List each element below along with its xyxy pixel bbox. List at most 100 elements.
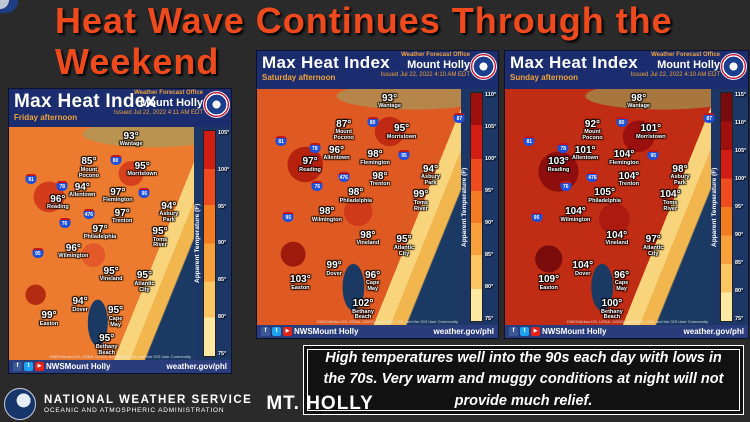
agency-subname: OCEANIC AND ATMOSPHERIC ADMINISTRATION xyxy=(44,406,225,414)
facebook-icon: f xyxy=(13,362,22,371)
city-label: 98° Wilmington xyxy=(312,206,342,223)
colorbar-tick: 105° xyxy=(218,130,230,136)
summary-text: High temperatures well into the 90s each… xyxy=(323,350,724,409)
city-label: 98° Philadelphia xyxy=(340,188,372,204)
city-temp: 95° xyxy=(134,160,150,172)
title-line2: Weekend xyxy=(55,41,220,82)
colorbar-tick: 95° xyxy=(735,204,744,210)
city-temp: 98° xyxy=(631,92,647,104)
wfo-name: Mount Holly xyxy=(140,96,203,109)
interstate-shield-icon: 80 xyxy=(110,154,122,165)
agency-name: NATIONAL WEATHER SERVICE xyxy=(44,394,253,407)
panel-subheading: Friday afternoon xyxy=(14,113,78,122)
interstate-shield-icon: 78 xyxy=(56,180,68,191)
city-name: Bethany Beach xyxy=(352,308,374,321)
city-label: 95° Morristown xyxy=(127,160,158,178)
city-label: 99° Dover xyxy=(326,261,342,277)
city-name: Morristown xyxy=(635,133,666,140)
city-name: Easton xyxy=(39,320,59,327)
city-label: 99° Toms River xyxy=(413,190,428,212)
twitter-icon: t xyxy=(272,327,281,336)
city-label: 93° Wantage xyxy=(119,131,143,148)
city-temp: 95° xyxy=(99,333,115,345)
city-name: Atlantic City xyxy=(134,280,155,293)
city-label: 102° Bethany Beach xyxy=(352,299,374,321)
panel-sunday: Max Heat Index Sunday afternoon Weather … xyxy=(504,50,749,339)
city-temp: 96° xyxy=(614,269,630,281)
interstate-shield-icon: 95 xyxy=(282,211,294,222)
city-temp: 94° xyxy=(161,200,177,212)
colorbar-ticks: 115° 110° 105° 100° 95° 90° 85° 80° 75° xyxy=(733,92,746,322)
city-temp: 109° xyxy=(538,274,560,286)
city-temp: 98° xyxy=(672,163,688,175)
city-label: 95° Bethany Beach xyxy=(96,334,118,356)
city-label: 95° Atlantic City xyxy=(134,271,154,293)
facebook-icon: f xyxy=(261,327,270,336)
colorbar-tick: 90° xyxy=(218,240,227,247)
city-name: Wilmington xyxy=(58,253,89,259)
city-name: Morristown xyxy=(127,171,158,178)
city-temp: 104° xyxy=(572,260,594,272)
social-handle: NWSMount Holly xyxy=(294,327,359,336)
city-name: Vineland xyxy=(356,240,380,247)
interstate-shield-icon: 95 xyxy=(138,187,150,198)
city-label: 98° Wantage xyxy=(627,92,650,110)
social-handle: NWSMount Holly xyxy=(46,362,111,371)
summary-text-box: High temperatures well into the 90s each… xyxy=(303,345,744,415)
city-temp: 97° xyxy=(92,223,108,235)
city-label: 96° Wilmington xyxy=(58,243,89,260)
city-label: 104° Flemington xyxy=(609,150,639,166)
city-temp: 103° xyxy=(290,274,311,286)
city-name: Cape May xyxy=(614,280,629,292)
colorbar-gradient xyxy=(720,92,733,322)
interstate-shield-icon: 81 xyxy=(523,136,535,147)
city-temp: 99° xyxy=(326,260,342,272)
city-name: Toms River xyxy=(152,236,168,249)
city-label: 94° Asbury Park xyxy=(159,200,178,224)
city-name: Wantage xyxy=(119,141,143,148)
city-label: 101° Morristown xyxy=(636,124,666,140)
wfo-label: Weather Forecast Office xyxy=(134,90,203,96)
map-attribution: CNES/Airbus DS, USDA, USGS, AeroGRID, IG… xyxy=(316,319,458,324)
colorbar-tick: 105° xyxy=(485,124,497,130)
colorbar: Apparent Temperature (F) 110° 105° 100° 95°… xyxy=(461,89,498,325)
city-label: 96° Cape May xyxy=(614,269,630,293)
city-name: Trenton xyxy=(112,218,133,225)
city-label: 96° Reading xyxy=(47,194,69,211)
city-name: Dover xyxy=(574,270,591,277)
map-attribution: CNES/Airbus DS, USDA, USGS, AeroGRID, IG… xyxy=(49,354,191,359)
panel-subheading: Saturday afternoon xyxy=(262,73,336,82)
city-label: 103° Reading xyxy=(548,157,570,173)
city-name: Flemington xyxy=(609,159,639,166)
panel-header: Max Heat Index Sunday afternoon Weather … xyxy=(505,51,748,89)
interstate-shield-icon: 95 xyxy=(647,150,659,161)
wfo-block: Weather Forecast Office Mount Holly Issu… xyxy=(631,52,720,78)
city-label: 98° Asbury Park xyxy=(670,163,689,187)
colorbar-tick: 75° xyxy=(218,350,227,357)
city-temp: 97° xyxy=(114,207,130,219)
website-url: weather.gov/phl xyxy=(433,327,494,336)
interstate-shield-icon: 81 xyxy=(275,136,287,147)
city-temp: 94° xyxy=(422,163,439,175)
city-label: 105° Philadelphia xyxy=(588,188,620,204)
colorbar-tick: 100° xyxy=(735,176,747,182)
colorbar-title: Apparent Temperature (F) xyxy=(461,167,468,247)
city-temp: 94° xyxy=(74,181,90,193)
city-temp: 95° xyxy=(103,265,119,277)
colorbar-tick: 85° xyxy=(218,277,227,284)
city-temp: 95° xyxy=(136,270,152,282)
wfo-label: Weather Forecast Office xyxy=(401,52,470,58)
city-name: Asbury Park xyxy=(421,174,440,186)
city-temp: 95° xyxy=(107,305,124,317)
city-name: Dover xyxy=(72,306,88,313)
city-temp: 101° xyxy=(574,144,596,156)
colorbar-tick: 105° xyxy=(735,148,747,154)
city-label: 104° Toms River xyxy=(660,190,681,212)
wfo-block: Weather Forecast Office Mount Holly Issu… xyxy=(114,90,203,116)
city-name: Morristown xyxy=(386,133,417,140)
city-label: 87° Mount Pocono xyxy=(334,119,354,142)
city-name: Philadelphia xyxy=(339,197,372,204)
city-label: 104° Dover xyxy=(572,261,593,277)
interstate-shield-icon: 95 xyxy=(531,211,543,222)
